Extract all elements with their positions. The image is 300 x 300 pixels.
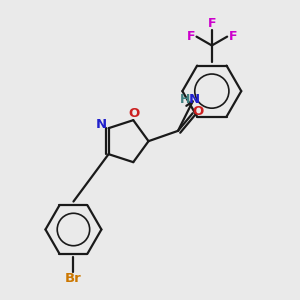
Text: Br: Br xyxy=(65,272,82,285)
Text: N: N xyxy=(96,118,107,131)
Text: O: O xyxy=(128,107,140,120)
Text: F: F xyxy=(186,30,195,43)
Text: H: H xyxy=(180,93,190,106)
Text: F: F xyxy=(208,17,216,30)
Text: F: F xyxy=(229,30,237,43)
Text: N: N xyxy=(189,93,200,106)
Text: O: O xyxy=(192,105,204,118)
